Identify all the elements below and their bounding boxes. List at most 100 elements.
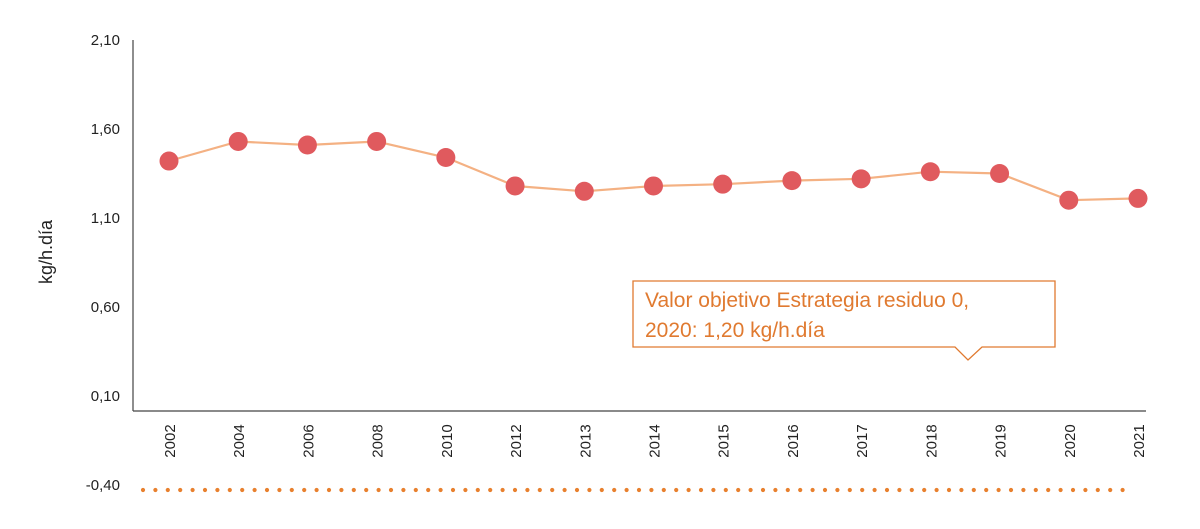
baseline-dot [190,487,195,493]
baseline-dot [264,487,270,493]
baseline-dot [388,487,394,493]
baseline-dot [674,487,679,493]
baseline-dot [140,487,146,493]
baseline-dot [364,487,369,493]
baseline-dot [959,487,964,493]
baseline-dot [488,487,493,493]
series-markers [159,131,1148,210]
baseline-dot [1108,487,1113,493]
baseline-dot [587,487,592,493]
baseline-dot [401,487,406,493]
data-point [713,174,733,194]
baseline-dot [202,487,208,493]
data-point [159,151,179,171]
baseline-dot [934,487,939,493]
baseline-dot [475,487,480,493]
baseline-dot [512,487,518,493]
baseline-dot [798,487,803,493]
baseline-dot [277,487,282,493]
baseline-dot [178,487,183,493]
baseline-dot [289,487,294,493]
baseline-dot [1083,487,1088,493]
x-tick-label: 2016 [785,424,802,457]
baseline-dot [835,487,840,493]
baseline-dot [686,487,691,493]
baseline-dot [574,487,580,493]
baseline-dot [550,487,555,493]
x-tick-label: 2018 [923,424,940,457]
baseline-dot [165,487,170,493]
x-tick-label: 2004 [231,424,248,457]
baseline-dot [562,487,567,493]
baseline-dot [773,487,778,493]
baseline-dot [1046,487,1051,493]
baseline-dot [500,487,505,493]
baseline-dot [215,487,220,493]
data-point [1059,190,1079,210]
data-point [436,147,456,167]
baseline-dot [227,487,232,493]
baseline-dot [1058,487,1063,493]
y-axis-label: kg/h.día [36,219,56,284]
baseline-dot [736,487,741,493]
baseline-dot [537,487,542,493]
data-point [990,164,1010,183]
y-tick-label: 0,60 [91,299,120,316]
baseline-dot [946,487,952,493]
baseline-dot [872,487,877,493]
y-tick-label: 1,10 [91,210,120,227]
x-tick-label: 2017 [854,424,871,457]
baseline-dot [599,487,604,493]
baseline-dot [822,487,828,493]
x-tick-label: 2012 [508,424,525,457]
baseline-dot [698,487,704,493]
data-point [367,131,387,151]
y-tick-label: 0,10 [91,388,120,405]
data-point [782,171,802,191]
baseline-dot [624,487,629,493]
data-point [505,176,525,196]
baseline-dot [450,487,456,493]
baseline-dot [376,487,381,493]
baseline-dot [748,487,753,493]
baseline-dot [525,487,530,493]
baseline-dot [1120,487,1125,493]
baseline-dot [897,487,902,493]
baseline-dot [1021,487,1026,493]
x-tick-label: 2015 [716,424,733,457]
x-tick-label: 2002 [162,424,179,457]
baseline-dot [909,487,914,493]
baseline-dot [1033,487,1038,493]
baseline-dot [252,487,257,493]
baseline-dot [971,487,976,493]
baseline-dot [984,487,989,493]
y-tick-label: 2,10 [91,32,120,49]
baseline-dot [240,487,245,493]
baseline-dot [847,487,852,493]
data-point [644,176,663,196]
baseline-dot [153,487,158,493]
data-point [574,181,594,201]
x-tick-label: 2014 [647,424,664,457]
baseline-dot [884,487,890,493]
x-tick-label: 2013 [577,424,594,457]
baseline-dot [922,487,927,493]
baseline-dot [426,487,431,493]
baseline-dot [996,487,1001,493]
annotation-line-1: Valor objetivo Estrategia residuo 0, [645,289,969,312]
baseline-dot [1070,487,1076,493]
x-tick-label: 2008 [370,424,387,457]
baseline-dot [314,487,319,493]
y-tick-label: 1,60 [91,121,120,138]
baseline-dot [1008,487,1014,493]
x-axis-ticks: 2002 2004 2006 2008 2010 2012 2013 2014 2015 2016… [162,424,1148,457]
dotted-baseline [140,487,1125,493]
baseline-dot [711,487,716,493]
x-tick-label: 2010 [439,424,456,457]
x-tick-label: 2021 [1131,424,1148,457]
baseline-dot [785,487,790,493]
data-point [851,169,871,189]
baseline-dot [326,487,332,493]
data-point [228,131,248,151]
